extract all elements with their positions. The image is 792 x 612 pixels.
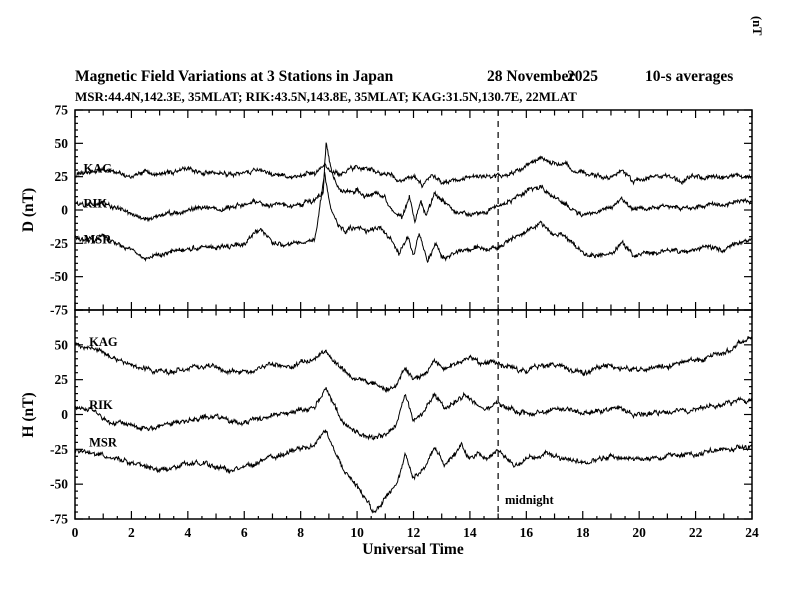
x-axis-label: Universal Time: [362, 541, 464, 558]
station-label-msr-h: MSR: [89, 436, 118, 450]
x-tick-label: 10: [350, 525, 364, 540]
y-tick-label: 0: [61, 407, 68, 422]
x-tick-label: 4: [184, 525, 191, 540]
y-axis-label-h: H (nT): [20, 392, 37, 437]
chart-year: 2025: [567, 68, 598, 85]
y-tick-label: -50: [50, 477, 68, 492]
x-tick-label: 6: [241, 525, 248, 540]
panel-frame-d: [74, 109, 753, 311]
y-tick-label: -25: [50, 442, 68, 457]
y-tick-label: 50: [55, 337, 69, 352]
x-tick-label: 18: [576, 525, 590, 540]
midnight-label: midnight: [505, 493, 554, 507]
y-tick-label: -75: [50, 303, 68, 318]
x-tick-label: 8: [297, 525, 304, 540]
y-tick-label: 75: [55, 103, 69, 118]
y-tick-label: -50: [50, 269, 68, 284]
trace-rik-h: [74, 387, 753, 441]
y-tick-label: 25: [55, 372, 69, 387]
y-tick-label: -25: [50, 236, 68, 251]
y-tick-label: -75: [50, 512, 68, 527]
chart-title: Magnetic Field Variations at 3 Stations …: [75, 68, 394, 85]
corner-unit-artifact: (nT: [750, 16, 764, 36]
y-tick-label: 50: [55, 136, 69, 151]
x-tick-label: 22: [689, 525, 703, 540]
station-label-msr-d: MSR: [83, 232, 112, 246]
station-coordinates-line: MSR:44.4N,142.3E, 35MLAT; RIK:43.5N,143.…: [75, 89, 577, 104]
trace-msr-h: [74, 429, 753, 514]
x-tick-label: 24: [745, 525, 759, 540]
x-tick-label: 14: [463, 525, 477, 540]
trace-kag-d: [74, 155, 753, 189]
panel-d: -75 -50 -25 0 25 50 75 KAG RIK MSR: [50, 103, 753, 318]
station-label-kag-d: KAG: [83, 162, 112, 176]
chart-averaging: 10-s averages: [645, 68, 733, 85]
x-tick-label: 2: [128, 525, 135, 540]
chart-date: 28 November: [487, 68, 575, 85]
station-label-rik-d: RIK: [83, 196, 107, 210]
x-tick-label: 0: [72, 525, 79, 540]
y-tick-label: 0: [61, 203, 68, 218]
x-tick-label: 20: [632, 525, 646, 540]
station-label-rik-h: RIK: [89, 398, 113, 412]
station-label-kag-h: KAG: [89, 335, 118, 349]
generated-plot-content: -75 -50 -25 0 25 50 75 KAG RIK MSR -75 -50 -25 0 25 50 K…: [50, 103, 759, 541]
y-tick-label: 25: [55, 169, 69, 184]
trace-kag-h: [74, 336, 753, 394]
panel-h: -75 -50 -25 0 25 50 KAG RIK MSR: [50, 309, 753, 527]
y-axis-label-d: D (nT): [20, 188, 37, 232]
trace-msr-d: [74, 171, 753, 264]
x-tick-label: 16: [520, 525, 534, 540]
x-tick-label: 12: [407, 525, 421, 540]
trace-rik-d: [74, 142, 753, 224]
